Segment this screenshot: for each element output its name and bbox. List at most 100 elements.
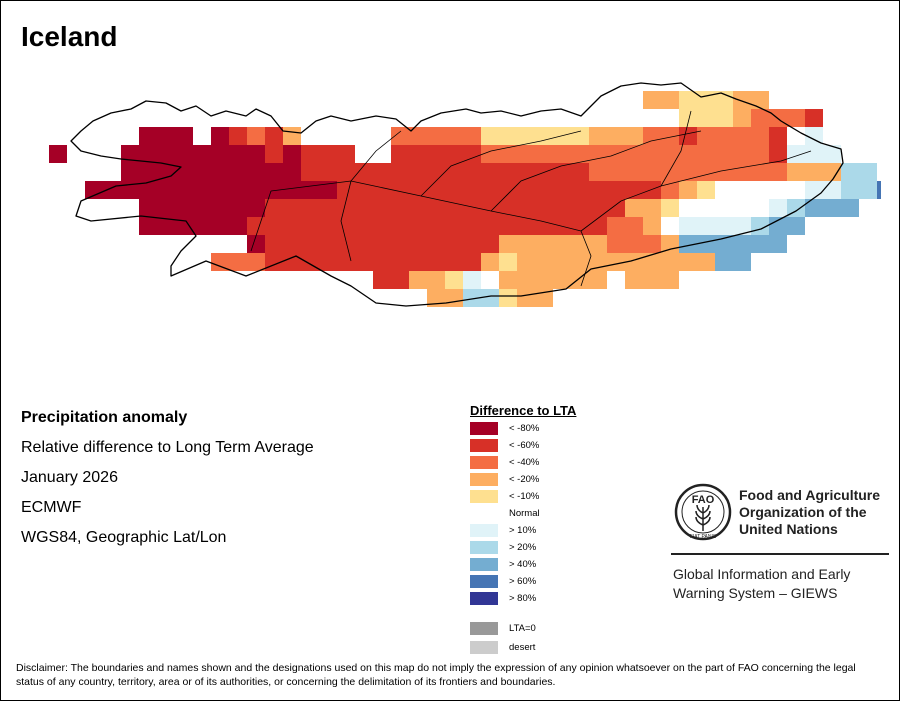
anomaly-cell [697,181,715,199]
branding-divider [671,553,889,555]
legend-label: > 20% [509,542,537,553]
map-metadata: Precipitation anomaly Relative differenc… [21,407,314,557]
anomaly-cell [175,127,193,145]
anomaly-cell [427,181,445,199]
anomaly-cell [715,253,733,271]
anomaly-cell [571,253,589,271]
anomaly-cell [787,181,805,199]
anomaly-cell [427,199,445,217]
anomaly-cell [661,127,679,145]
anomaly-cell [229,145,247,163]
anomaly-cell [355,235,373,253]
legend-item: < -10% [470,490,610,503]
anomaly-cell [391,217,409,235]
anomaly-cell [553,199,571,217]
anomaly-cell [751,163,769,181]
anomaly-cell [751,127,769,145]
anomaly-cell [499,199,517,217]
anomaly-cell [445,289,463,307]
anomaly-cell [715,109,733,127]
anomaly-cell [337,181,355,199]
anomaly-cell [769,145,787,163]
anomaly-cell [679,181,697,199]
anomaly-cell [679,217,697,235]
legend-item: < -40% [470,456,610,469]
anomaly-cell [319,163,337,181]
legend-item-extra: LTA=0 [470,622,610,635]
legend-swatch [470,641,498,654]
anomaly-cell [499,127,517,145]
anomaly-cell [247,163,265,181]
anomaly-cell [265,235,283,253]
anomaly-cell [661,217,679,235]
anomaly-cell [661,163,679,181]
anomaly-cell [355,253,373,271]
anomaly-cell [391,235,409,253]
anomaly-cell [121,145,139,163]
anomaly-cell [247,181,265,199]
anomaly-cell [481,163,499,181]
legend-item-extra: desert [470,641,610,654]
anomaly-cell [679,91,697,109]
anomaly-cell [589,217,607,235]
anomaly-cell [661,271,679,289]
anomaly-cell [157,145,175,163]
anomaly-cell [751,91,769,109]
anomaly-cell [643,271,661,289]
legend-items: < -80% < -60% < -40% < -20% < -10% Normal > 10… [470,422,610,662]
anomaly-cell [499,145,517,163]
legend-swatch [470,473,498,486]
anomaly-map [49,82,881,307]
anomaly-cell [157,127,175,145]
anomaly-cell [607,217,625,235]
anomaly-cell [823,181,841,199]
anomaly-cell [679,253,697,271]
legend-swatch [470,558,498,571]
anomaly-cell [535,181,553,199]
anomaly-cell [193,181,211,199]
legend-item: < -60% [470,439,610,452]
anomaly-cell [481,235,499,253]
anomaly-cell [733,217,751,235]
anomaly-cell [175,181,193,199]
anomaly-cell [373,181,391,199]
anomaly-cell [625,217,643,235]
anomaly-cell [535,199,553,217]
anomaly-cell [283,199,301,217]
fao-branding: FAO FIAT PANIS Food and Agriculture Orga… [671,481,891,601]
anomaly-cell [409,271,427,289]
anomaly-cell [571,271,589,289]
anomaly-cell [751,181,769,199]
anomaly-cell [247,235,265,253]
anomaly-cell [643,145,661,163]
anomaly-cell [463,289,481,307]
anomaly-cell [499,271,517,289]
anomaly-cell [445,235,463,253]
anomaly-cell [643,199,661,217]
legend-swatch [470,507,498,520]
anomaly-cell [193,217,211,235]
anomaly-cell [481,289,499,307]
region-boundaries [250,110,812,287]
anomaly-cell [715,163,733,181]
anomaly-cell [427,217,445,235]
anomaly-cell [481,253,499,271]
iceland-coastline [70,82,844,307]
legend-label: < -20% [509,474,540,485]
anomaly-cell [283,253,301,271]
anomaly-cell [643,163,661,181]
anomaly-cell [337,145,355,163]
anomaly-cell [463,163,481,181]
anomaly-cell [715,127,733,145]
anomaly-cell [625,271,643,289]
anomaly-cell [265,163,283,181]
anomaly-cell [301,163,319,181]
legend-item: > 60% [470,575,610,588]
anomaly-cell [769,181,787,199]
anomaly-cell [229,163,247,181]
anomaly-cell [391,199,409,217]
anomaly-cell [337,235,355,253]
legend-item: < -20% [470,473,610,486]
anomaly-cell [301,145,319,163]
anomaly-cell [499,181,517,199]
